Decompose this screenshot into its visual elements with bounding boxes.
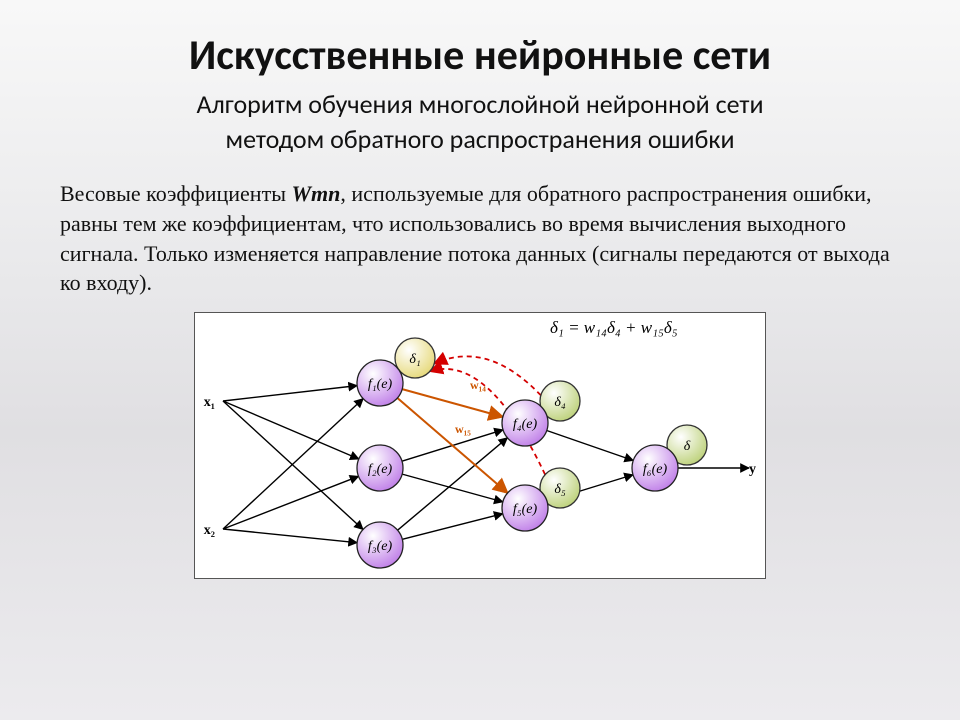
svg-text:δ₁ = w₁₄δ₄ + w₁₅δ₅: δ₁ = w₁₄δ₄ + w₁₅δ₅ [550,318,678,337]
paragraph-var: Wmn [291,181,340,206]
svg-text:w₁₅: w₁₅ [455,422,471,436]
svg-text:f₂(e): f₂(e) [368,462,393,477]
svg-text:δ₁: δ₁ [409,352,420,367]
slide-title: Искусственные нейронные сети [60,30,900,81]
svg-text:f₅(e): f₅(e) [513,502,538,517]
slide-subtitle-line1: Алгоритм обучения многослойной нейронной… [70,89,890,120]
slide-container: Искусственные нейронные сети Алгоритм об… [0,0,960,720]
svg-text:x₂: x₂ [204,523,215,538]
network-svg: w₁₄w₁₅δ₁δ₄δ₅δf₁(e)f₂(e)f₃(e)f₄(e)f₅(e)f₆… [195,313,765,573]
svg-text:f₁(e): f₁(e) [368,377,393,392]
network-diagram: w₁₄w₁₅δ₁δ₄δ₅δf₁(e)f₂(e)f₃(e)f₄(e)f₅(e)f₆… [194,312,766,579]
svg-text:δ₅: δ₅ [554,482,566,497]
svg-text:f₄(e): f₄(e) [513,417,538,432]
body-paragraph: Весовые коэффициенты Wmn, используемые д… [60,179,900,298]
svg-text:δ₄: δ₄ [554,395,566,410]
paragraph-pre: Весовые коэффициенты [60,181,291,206]
svg-text:f₃(e): f₃(e) [368,539,393,554]
svg-text:x₁: x₁ [204,395,215,410]
svg-text:y: y [749,462,756,477]
slide-subtitle-line2: методом обратного распространения ошибки [70,124,890,155]
svg-text:δ: δ [684,439,691,454]
svg-text:f₆(e): f₆(e) [643,462,668,477]
